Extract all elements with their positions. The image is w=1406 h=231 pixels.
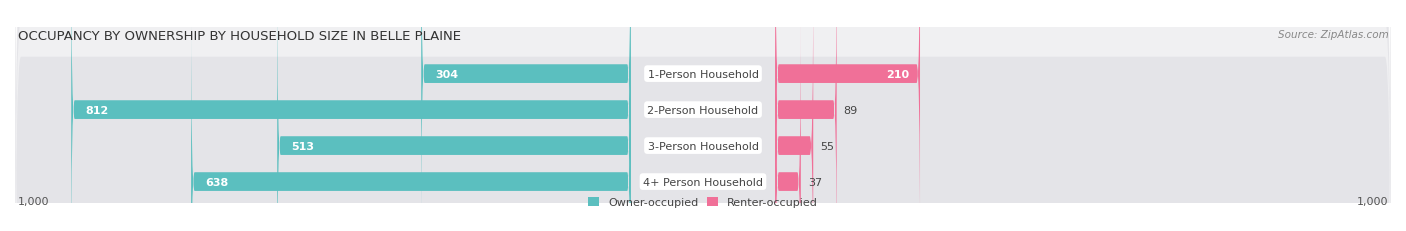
Text: 4+ Person Household: 4+ Person Household bbox=[643, 177, 763, 187]
FancyBboxPatch shape bbox=[775, 0, 837, 231]
FancyBboxPatch shape bbox=[72, 0, 631, 231]
FancyBboxPatch shape bbox=[15, 0, 1391, 231]
Text: 55: 55 bbox=[820, 141, 834, 151]
Text: 812: 812 bbox=[84, 105, 108, 115]
FancyBboxPatch shape bbox=[15, 19, 1391, 231]
Text: 638: 638 bbox=[205, 177, 228, 187]
Text: 89: 89 bbox=[844, 105, 858, 115]
FancyBboxPatch shape bbox=[15, 0, 1391, 231]
Text: 2-Person Household: 2-Person Household bbox=[647, 105, 759, 115]
Text: 1-Person Household: 1-Person Household bbox=[648, 69, 758, 79]
FancyBboxPatch shape bbox=[775, 0, 920, 231]
Text: 37: 37 bbox=[807, 177, 823, 187]
Legend: Owner-occupied, Renter-occupied: Owner-occupied, Renter-occupied bbox=[583, 193, 823, 212]
Text: OCCUPANCY BY OWNERSHIP BY HOUSEHOLD SIZE IN BELLE PLAINE: OCCUPANCY BY OWNERSHIP BY HOUSEHOLD SIZE… bbox=[17, 30, 461, 43]
Text: 513: 513 bbox=[291, 141, 314, 151]
Text: 1,000: 1,000 bbox=[17, 197, 49, 207]
Text: 210: 210 bbox=[887, 69, 910, 79]
Text: 1,000: 1,000 bbox=[1357, 197, 1389, 207]
FancyBboxPatch shape bbox=[775, 0, 813, 231]
FancyBboxPatch shape bbox=[775, 12, 801, 231]
FancyBboxPatch shape bbox=[277, 0, 631, 231]
Text: 304: 304 bbox=[434, 69, 458, 79]
FancyBboxPatch shape bbox=[15, 0, 1391, 231]
FancyBboxPatch shape bbox=[191, 12, 631, 231]
Text: 3-Person Household: 3-Person Household bbox=[648, 141, 758, 151]
Text: Source: ZipAtlas.com: Source: ZipAtlas.com bbox=[1278, 30, 1389, 40]
FancyBboxPatch shape bbox=[422, 0, 631, 231]
